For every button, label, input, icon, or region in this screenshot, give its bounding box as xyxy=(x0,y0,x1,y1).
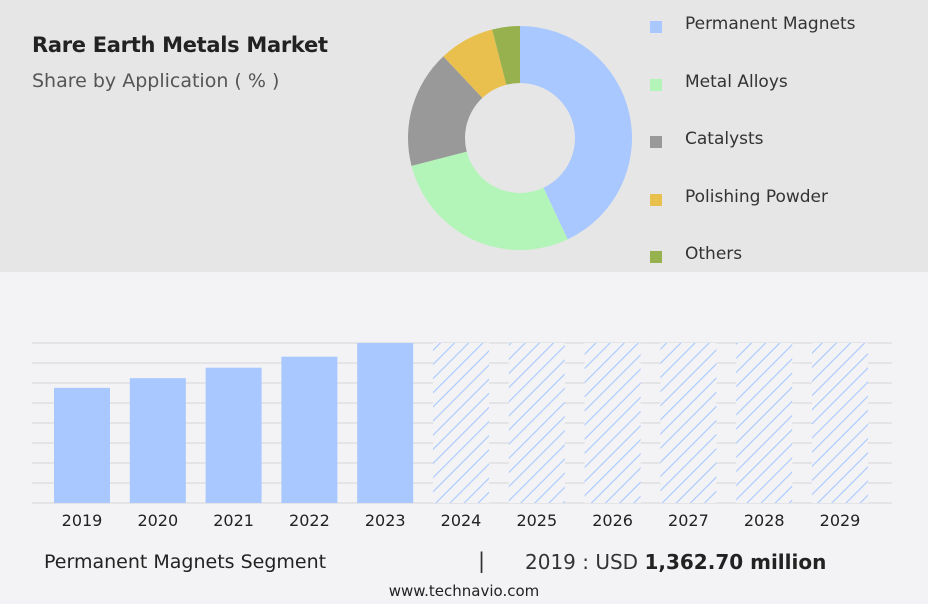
legend-swatch xyxy=(650,193,662,206)
year-label: 2019 : USD xyxy=(525,550,639,574)
donut-slice-polishing-powder xyxy=(443,29,507,98)
bar-2023 xyxy=(357,343,414,503)
x-tick-label: 2027 xyxy=(668,511,709,530)
bar-2029 xyxy=(812,343,868,503)
chart-subtitle: Share by Application ( % ) xyxy=(32,70,280,92)
bar-2026 xyxy=(584,343,641,503)
legend-label: Metal Alloys xyxy=(685,71,788,92)
bar-2025 xyxy=(508,343,565,503)
legend-swatch xyxy=(650,78,662,91)
chart-title: Rare Earth Metals Market xyxy=(32,33,328,57)
x-tick-label: 2024 xyxy=(441,511,482,530)
legend-label: Others xyxy=(685,244,743,264)
x-tick-label: 2025 xyxy=(516,511,557,530)
bar-chart: 2019 2020 2021 2022 2023 2024 2025 2026 2027 2028… xyxy=(32,342,892,530)
x-tick-label: 2019 xyxy=(62,511,103,530)
bar-2028 xyxy=(736,343,793,503)
bar-2027 xyxy=(660,343,717,503)
bar-2019 xyxy=(54,387,110,503)
bar-2024 xyxy=(433,343,489,503)
x-tick-label: 2029 xyxy=(820,511,861,530)
bar-2022 xyxy=(281,356,338,503)
x-tick-label: 2026 xyxy=(592,511,633,530)
donut-chart xyxy=(408,26,632,251)
legend-label: Polishing Powder xyxy=(685,186,829,207)
x-tick-label: 2020 xyxy=(137,511,178,530)
x-tick-label: 2028 xyxy=(744,511,785,530)
value-text: 1,362.70 million xyxy=(644,550,827,574)
x-tick-label: 2023 xyxy=(365,511,406,530)
bar-2020 xyxy=(129,378,186,503)
donut-slice-metal-alloys xyxy=(411,151,568,251)
footer-separator: | xyxy=(478,549,486,573)
legend-label: Catalysts xyxy=(685,129,764,149)
segment-label: Permanent Magnets Segment xyxy=(44,551,327,573)
source-link[interactable]: www.technavio.com xyxy=(388,582,540,600)
legend-swatch xyxy=(650,21,662,33)
segment-value: 2019 : USD 1,362.70 million xyxy=(525,550,826,574)
legend-swatch xyxy=(650,251,662,263)
legend-swatch xyxy=(650,136,662,148)
x-tick-label: 2022 xyxy=(289,511,330,530)
x-tick-label: 2021 xyxy=(213,511,254,530)
bar-2021 xyxy=(205,367,262,503)
legend-label: Permanent Magnets xyxy=(685,14,856,34)
donut-slice-others xyxy=(492,26,520,85)
donut-slice-permanent-magnets xyxy=(520,26,632,240)
donut-slice-catalysts xyxy=(408,56,483,166)
